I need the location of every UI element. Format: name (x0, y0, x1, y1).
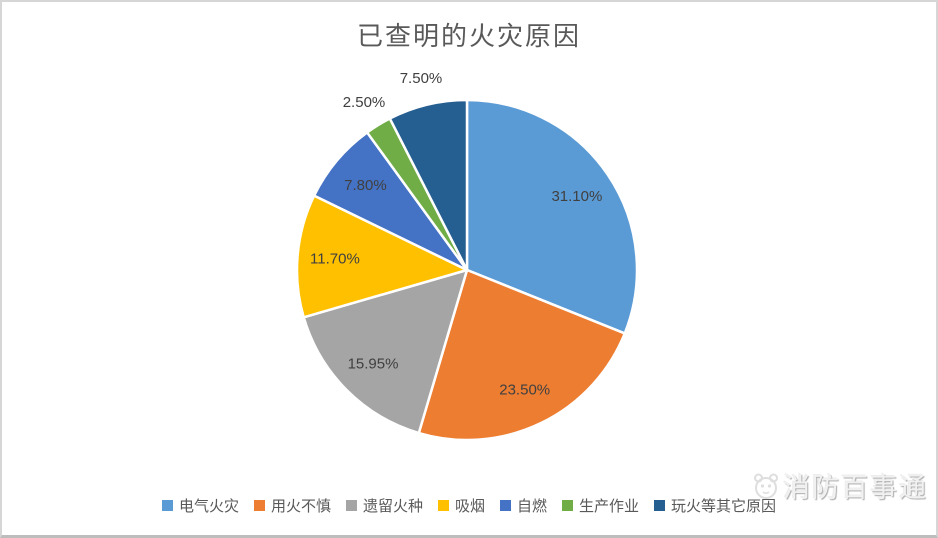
legend-item-生产作业[interactable]: 生产作业 (562, 495, 639, 516)
legend-label: 吸烟 (454, 498, 485, 515)
legend-item-吸烟[interactable]: 吸烟 (437, 495, 485, 516)
pie-slice-label: 7.80% (344, 177, 387, 194)
legend-label: 玩火等其它原因 (671, 498, 777, 515)
pie-slice-label: 7.50% (400, 70, 443, 87)
legend-swatch-icon (161, 500, 173, 511)
legend-swatch-icon (562, 500, 574, 511)
legend-item-玩火等其它原因[interactable]: 玩火等其它原因 (654, 495, 776, 516)
legend-item-用火不慎[interactable]: 用火不慎 (253, 495, 331, 516)
legend-label: 自燃 (517, 498, 548, 515)
pie-slice-用火不慎[interactable] (417, 268, 626, 442)
legend-item-电气火灾[interactable]: 电气火灾 (161, 495, 239, 516)
pie-slice-遗留火种[interactable] (302, 268, 469, 435)
legend-swatch-icon (437, 500, 449, 511)
chart-legend: 电气火灾 用火不慎 遗留火种 吸烟 自燃 生产作业 玩火等其它原因 (0, 495, 938, 516)
pie-slice-吸烟[interactable] (295, 194, 469, 319)
legend-label: 遗留火种 (362, 498, 423, 515)
pie-slice-玩火等其它原因[interactable] (388, 98, 469, 272)
legend-label: 电气火灾 (178, 498, 239, 515)
legend-item-自燃[interactable]: 自燃 (500, 495, 547, 516)
pie-slice-label: 15.95% (348, 356, 399, 373)
pie-slice-label: 31.10% (551, 188, 602, 205)
chart-title: 已查明的火灾原因 (356, 21, 581, 51)
legend-swatch-icon (654, 500, 666, 511)
legend-label: 生产作业 (579, 498, 640, 515)
pie-slice-label: 23.50% (499, 381, 550, 398)
legend-swatch-icon (345, 500, 357, 511)
legend-item-遗留火种[interactable]: 遗留火种 (345, 495, 423, 516)
pie-slice-label: 11.70% (310, 251, 360, 268)
pie-slice-label: 2.50% (343, 94, 386, 111)
legend-swatch-icon (500, 500, 511, 511)
legend-label: 用火不慎 (270, 498, 331, 515)
legend-swatch-icon (253, 500, 265, 511)
pie-slice-电气火灾[interactable] (465, 98, 639, 335)
